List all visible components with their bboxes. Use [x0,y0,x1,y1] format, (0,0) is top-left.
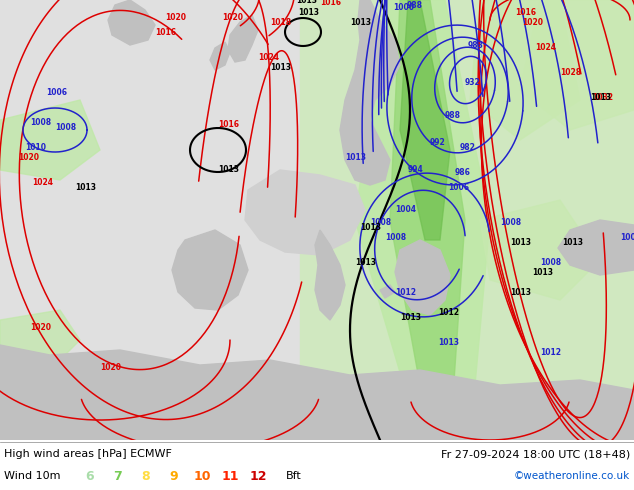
Text: 1008: 1008 [500,218,521,227]
Text: 1000: 1000 [393,3,414,12]
Text: 1013: 1013 [296,0,317,5]
Text: 1013: 1013 [270,63,291,72]
Text: Fr 27-09-2024 18:00 UTC (18+48): Fr 27-09-2024 18:00 UTC (18+48) [441,449,630,459]
Text: 988: 988 [407,1,423,10]
Polygon shape [380,285,395,298]
Text: 8: 8 [141,469,150,483]
Text: 11: 11 [221,469,239,483]
Text: 1016: 1016 [515,8,536,17]
Polygon shape [355,0,490,440]
Text: 1016: 1016 [155,28,176,37]
Text: 10: 10 [193,469,210,483]
Text: 1013: 1013 [218,165,239,174]
Polygon shape [315,230,345,320]
Text: 1006: 1006 [448,183,469,192]
Text: 1013: 1013 [510,288,531,297]
Text: 9: 9 [170,469,178,483]
Text: 1013: 1013 [532,268,553,277]
Text: 1020: 1020 [30,323,51,332]
Text: 1013: 1013 [298,8,319,17]
Text: 1012: 1012 [395,288,416,297]
Text: 12: 12 [249,469,267,483]
Text: 1013: 1013 [360,223,381,232]
Polygon shape [108,0,155,45]
Text: 1008: 1008 [385,233,406,242]
Text: 994: 994 [408,165,424,174]
Text: 1024: 1024 [535,43,556,52]
Text: 1006: 1006 [46,88,67,97]
Text: 1020: 1020 [222,13,243,22]
Text: 1004: 1004 [395,205,416,214]
Polygon shape [245,170,365,255]
Text: 1016: 1016 [218,120,239,129]
Text: 1013: 1013 [510,238,531,247]
Polygon shape [340,0,400,185]
Text: 1012: 1012 [438,308,459,317]
Text: 1018: 1018 [270,18,291,27]
Text: 1012: 1012 [540,348,561,357]
Polygon shape [390,0,465,440]
Text: 932: 932 [465,78,481,87]
Polygon shape [300,0,634,440]
Polygon shape [520,0,634,130]
Polygon shape [172,230,248,310]
Text: 983: 983 [468,41,484,50]
Text: 1020: 1020 [165,13,186,22]
Text: 1013: 1013 [350,18,371,27]
Text: 988: 988 [445,111,461,120]
Text: 986: 986 [455,168,471,177]
Text: 1013: 1013 [590,93,611,102]
Polygon shape [0,100,100,180]
Text: 992: 992 [430,138,446,147]
Polygon shape [400,0,450,240]
Text: 1024: 1024 [32,178,53,187]
Polygon shape [558,220,634,275]
Text: 1028: 1028 [560,68,581,77]
Polygon shape [395,240,450,315]
Text: 1013: 1013 [75,183,96,192]
Text: 1008: 1008 [370,218,391,227]
Text: ©weatheronline.co.uk: ©weatheronline.co.uk [514,471,630,481]
Text: 6: 6 [86,469,94,483]
Text: 1006: 1006 [620,233,634,242]
Text: 1016: 1016 [320,0,341,7]
Text: 1020: 1020 [522,18,543,27]
Text: 1032: 1032 [592,93,613,102]
Polygon shape [470,0,580,140]
Text: 1013: 1013 [345,153,366,162]
Text: 1020: 1020 [18,153,39,162]
Polygon shape [210,42,230,70]
Polygon shape [480,200,600,300]
Text: 1008: 1008 [540,258,561,267]
Text: 982: 982 [460,143,476,152]
Text: 1008: 1008 [30,118,51,127]
Text: Wind 10m: Wind 10m [4,471,60,481]
Text: 7: 7 [113,469,122,483]
Text: 1020: 1020 [100,363,121,372]
Text: 1008: 1008 [55,123,76,132]
Polygon shape [228,15,258,62]
Text: High wind areas [hPa] ECMWF: High wind areas [hPa] ECMWF [4,449,172,459]
Polygon shape [0,345,634,440]
Text: 1013: 1013 [400,313,421,322]
Text: 1024: 1024 [258,53,279,62]
Text: 1013: 1013 [562,238,583,247]
Text: 1013: 1013 [438,338,459,347]
Text: Bft: Bft [286,471,302,481]
Polygon shape [0,310,80,370]
Text: 1013: 1013 [355,258,376,267]
Text: 1010: 1010 [25,143,46,152]
